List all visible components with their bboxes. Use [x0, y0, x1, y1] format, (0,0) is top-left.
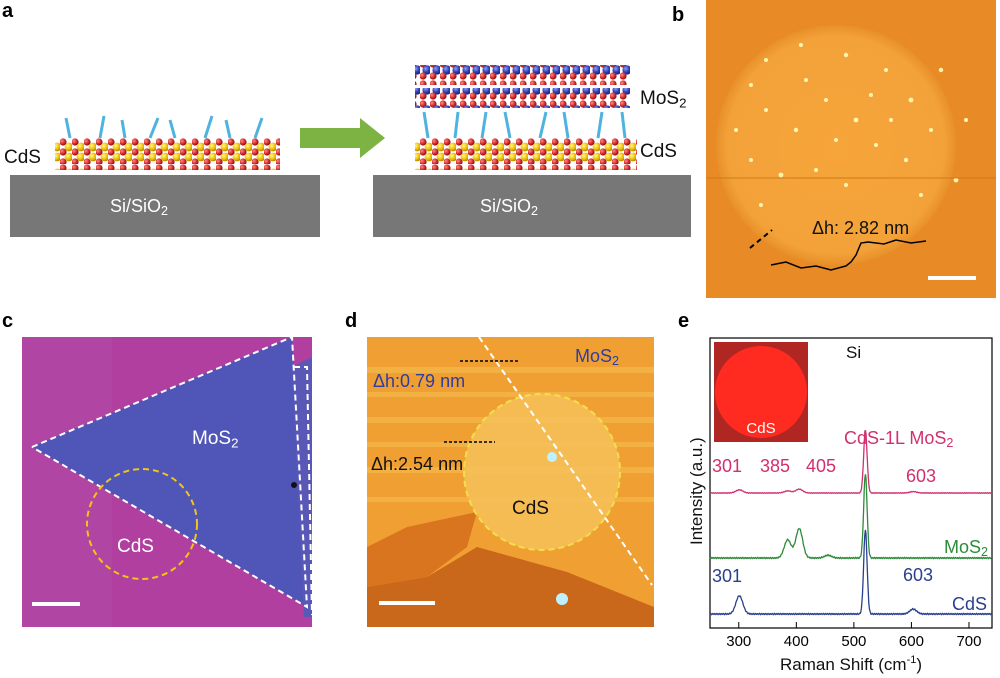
- panel-d-dh2: Δh:2.54 nm: [371, 454, 464, 474]
- scale-bar-b: [928, 276, 976, 280]
- substrate-right: [373, 175, 691, 237]
- peak-label-385: 385: [760, 456, 791, 476]
- panel-a-substrate-left-label: Si/SiO2: [110, 196, 169, 219]
- cds-layer-right: [415, 138, 637, 170]
- spectrum-line-2: [709, 529, 993, 616]
- panel-a-mos2-label: MoS2: [640, 88, 687, 111]
- x-tick-label: 500: [841, 633, 866, 650]
- si-peak-label: Si: [846, 343, 861, 362]
- spectrum-line-0: [709, 430, 993, 495]
- panel-a-cds-right-label: CdS: [640, 141, 677, 162]
- panel-a-cds-left-label: CdS: [4, 147, 41, 168]
- series-label-mos2: MoS2: [944, 537, 989, 560]
- mos2-layer-2: [415, 65, 630, 85]
- peak-label-301-bottom: 301: [712, 566, 743, 586]
- panel-c-mos2-label: MoS2: [192, 428, 239, 451]
- raman-chart: 300 400 500 600 700 Intensity (a.u.) Raman S…: [687, 337, 993, 674]
- panel-b-dh: Δh: 2.82 nm: [812, 218, 910, 238]
- mos2-layer-1: [415, 88, 630, 108]
- ligands-left: [64, 115, 264, 139]
- panel-c-label: c: [2, 310, 14, 332]
- panel-b-label: b: [672, 4, 685, 26]
- panel-d-afm-image: [367, 337, 654, 627]
- cds-outline-c: [86, 468, 198, 580]
- panel-d-cds-label: CdS: [512, 498, 549, 519]
- peak-label-301-top: 301: [712, 456, 743, 476]
- x-tick-label: 300: [726, 633, 751, 650]
- panel-d-dh1: Δh:0.79 nm: [373, 371, 466, 391]
- series-label-cds: CdS: [952, 594, 988, 614]
- afm-particles: [734, 43, 968, 207]
- panel-d-label: d: [345, 310, 358, 332]
- panel-b-afm-image: [706, 0, 996, 298]
- panel-d-mos2-label: MoS2: [575, 346, 620, 369]
- height-profile: [770, 239, 927, 271]
- x-tick-label: 400: [784, 633, 809, 650]
- series-label-cds-1l-mos2: CdS-1L MoS2: [844, 428, 954, 451]
- y-axis-label: Intensity (a.u.): [687, 437, 706, 545]
- x-tick-label: 600: [899, 633, 924, 650]
- panel-a-label: a: [2, 0, 14, 22]
- panel-a-schematic: [10, 65, 691, 237]
- spectrum-line-1: [709, 474, 993, 560]
- ligands-right: [422, 111, 627, 139]
- scale-bar-d: [379, 601, 435, 605]
- peak-label-405: 405: [806, 456, 837, 476]
- cds-layer-left: [55, 138, 280, 170]
- panel-c-optical-image: [22, 337, 312, 627]
- inset-cds-label: CdS: [746, 420, 775, 437]
- scale-bar-c: [32, 602, 80, 606]
- peak-label-603-top: 603: [906, 466, 937, 486]
- substrate-left: [10, 175, 320, 237]
- x-tick-label: 700: [956, 633, 981, 650]
- mos2-flake: [32, 337, 307, 607]
- cds-disk: [716, 25, 956, 265]
- panel-a-substrate-right-label: Si/SiO2: [480, 196, 539, 219]
- mos2-edge-d: [478, 337, 653, 586]
- x-axis-label: Raman Shift (cm-1): [780, 654, 922, 674]
- peak-label-603-bottom: 603: [903, 565, 934, 585]
- panel-c-cds-label: CdS: [117, 536, 154, 557]
- cds-disk-d: [464, 394, 620, 550]
- transfer-arrow: [300, 118, 385, 158]
- panel-e-label: e: [678, 310, 690, 332]
- profile-line: [749, 229, 773, 249]
